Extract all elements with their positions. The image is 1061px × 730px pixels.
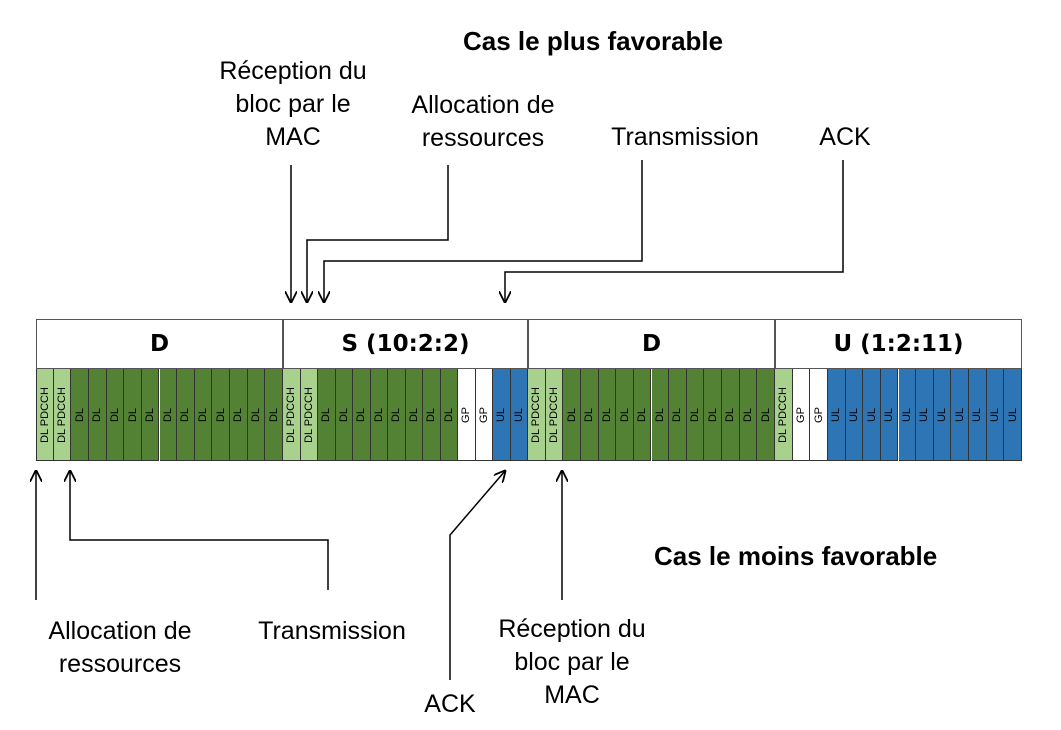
slot-dl: DL: [722, 369, 740, 461]
best-transmission-label: Transmission: [590, 121, 780, 154]
best-case-title: Cas le plus favorable: [463, 26, 724, 56]
slot-dl: DL: [405, 369, 423, 461]
worst-transmission-arrow: [70, 471, 329, 590]
best-transmission-line-1: Transmission: [611, 123, 759, 151]
slot-gp: GP: [458, 369, 476, 461]
frame-header-d-2: D: [528, 319, 775, 369]
best-reception-line-2: bloc par le: [235, 90, 351, 118]
slot-dl: DL: [141, 369, 160, 461]
slot-gp: GP: [792, 369, 811, 461]
best-ack-label: ACK: [795, 121, 895, 154]
worst-allocation-label: Allocation de ressources: [25, 615, 215, 681]
slot-dl: DL: [704, 369, 723, 461]
slot-dl: DL: [388, 369, 406, 461]
slot-dl: DL: [423, 369, 441, 461]
best-ack-arrow: [505, 160, 844, 302]
worst-transmission-line-1: Transmission: [258, 617, 406, 645]
slot-dl: DL: [194, 369, 213, 461]
worst-allocation-line-1: Allocation de: [48, 617, 192, 645]
best-transmission-arrow: [324, 160, 643, 302]
slot-dl: DL: [106, 369, 125, 461]
slot-dl-pdcch: DL PDCCH: [545, 369, 564, 461]
slot-gp: GP: [475, 369, 493, 461]
slot-dl: DL: [71, 369, 89, 461]
frame-label: U (1:2:11): [833, 331, 964, 357]
worst-allocation-line-2: ressources: [58, 650, 182, 678]
best-allocation-line-2: ressources: [421, 124, 545, 152]
slot-dl: DL: [370, 369, 388, 461]
slot-dl: DL: [247, 369, 266, 461]
slot-dl: DL: [563, 369, 581, 461]
slot-ul: UL: [986, 369, 1005, 461]
slot-dl: DL: [651, 369, 670, 461]
slot-ul: UL: [880, 369, 899, 461]
worst-case-title: Cas le moins favorable: [654, 541, 938, 571]
worst-reception-line-2: bloc par le: [514, 648, 630, 676]
frame-label: D: [641, 331, 662, 357]
slot-dl-pdcch: DL PDCCH: [53, 369, 72, 461]
frame-label: S (10:2:2): [341, 331, 470, 357]
slot-dl-pdcch: DL PDCCH: [300, 369, 318, 461]
frame-header-d-1: D: [36, 319, 283, 369]
frame-header-s: S (10:2:2): [283, 319, 528, 369]
slot-ul: UL: [916, 369, 934, 461]
worst-ack-label: ACK: [400, 688, 500, 721]
slot-dl: DL: [265, 369, 283, 461]
best-allocation-line-1: Allocation de: [411, 91, 555, 119]
slot-dl: DL: [177, 369, 195, 461]
best-allocation-arrow: [307, 165, 449, 302]
slot-ul: UL: [863, 369, 881, 461]
slot-ul: UL: [969, 369, 987, 461]
slot-dl: DL: [88, 369, 107, 461]
slot-dl: DL: [633, 369, 652, 461]
slot-gp: GP: [810, 369, 828, 461]
best-allocation-label: Allocation de ressources: [388, 89, 578, 155]
slot-dl: DL: [159, 369, 178, 461]
slot-dl: DL: [318, 369, 336, 461]
slot-ul: UL: [933, 369, 952, 461]
slot-ul: UL: [1004, 369, 1022, 461]
best-ack-line-1: ACK: [819, 123, 871, 151]
worst-transmission-label: Transmission: [237, 615, 427, 648]
slot-dl: DL: [212, 369, 231, 461]
best-reception-label: Réception du bloc par le MAC: [198, 55, 388, 154]
slot-dl: DL: [757, 369, 775, 461]
frame-header-u: U (1:2:11): [775, 319, 1022, 369]
frame-label: D: [149, 331, 170, 357]
slot-dl: DL: [739, 369, 758, 461]
slot-ul: UL: [898, 369, 917, 461]
worst-reception-line-3: MAC: [544, 681, 600, 709]
slot-dl: DL: [598, 369, 617, 461]
slot-ul: UL: [845, 369, 864, 461]
best-reception-line-3: MAC: [265, 123, 321, 151]
slot-ul: UL: [827, 369, 846, 461]
slot-dl-pdcch: DL PDCCH: [775, 369, 793, 461]
slot-dl: DL: [440, 369, 458, 461]
slot-dl: DL: [353, 369, 371, 461]
slot-dl: DL: [686, 369, 705, 461]
slot-dl: DL: [230, 369, 248, 461]
slot-ul: UL: [493, 369, 511, 461]
best-reception-line-1: Réception du: [219, 57, 367, 85]
slot-dl: DL: [124, 369, 142, 461]
slot-dl: DL: [335, 369, 353, 461]
slot-dl: DL: [580, 369, 599, 461]
worst-reception-label: Réception du bloc par le MAC: [477, 613, 667, 712]
slot-dl-pdcch: DL PDCCH: [36, 369, 54, 461]
slot-dl: DL: [616, 369, 634, 461]
worst-reception-line-1: Réception du: [498, 615, 646, 643]
slot-ul: UL: [951, 369, 970, 461]
slot-dl-pdcch: DL PDCCH: [528, 369, 546, 461]
slot-dl-pdcch: DL PDCCH: [283, 369, 301, 461]
slot-dl: DL: [669, 369, 687, 461]
slot-ul: UL: [510, 369, 528, 461]
worst-ack-line-1: ACK: [424, 690, 476, 718]
worst-ack-arrow: [449, 471, 505, 680]
